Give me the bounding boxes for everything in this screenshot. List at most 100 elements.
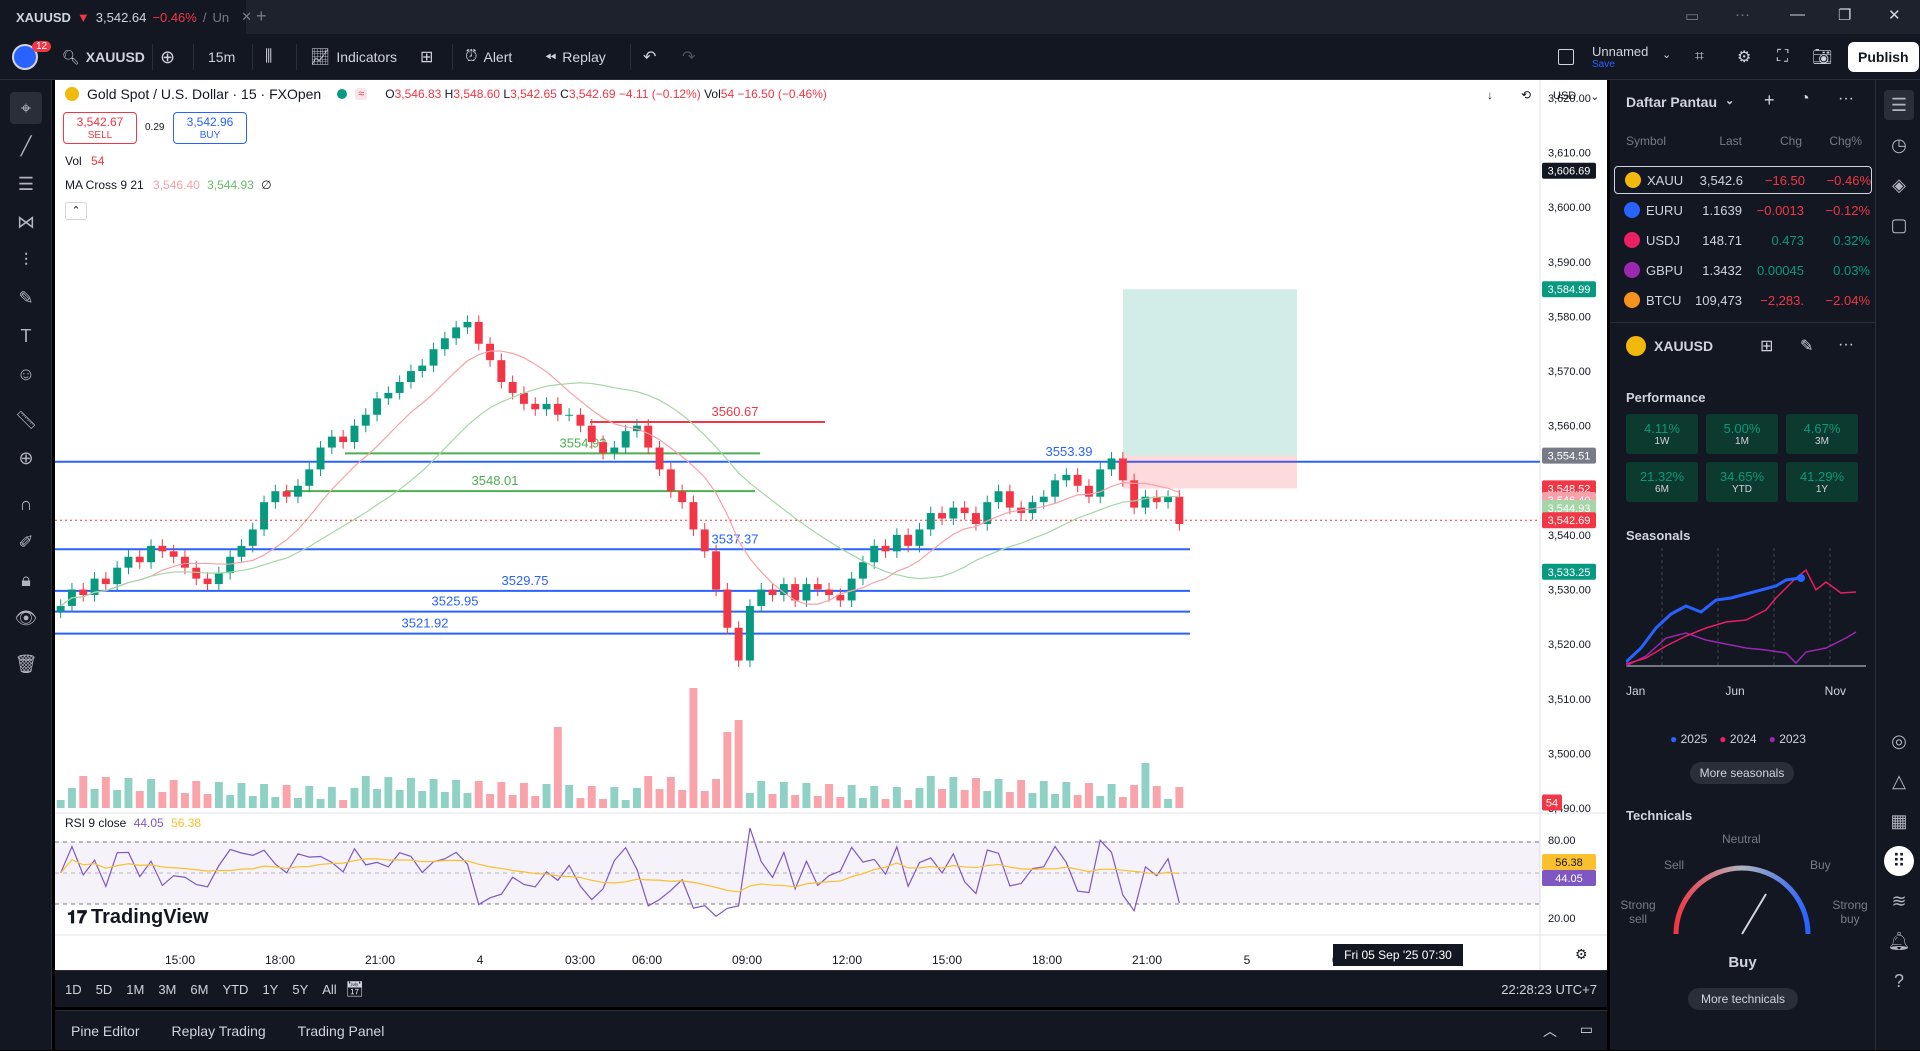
date-range-icon[interactable]: 📅︎ xyxy=(345,981,365,998)
templates-button[interactable]: ⊞ xyxy=(420,34,433,80)
tab-replay-trading[interactable]: Replay Trading xyxy=(171,1023,266,1039)
calendar-rail-button[interactable]: ▦ xyxy=(1884,806,1914,836)
maximize-icon[interactable]: ❐ xyxy=(1838,7,1852,24)
watchlist-title-button[interactable]: Daftar Pantau ⌄ xyxy=(1626,94,1734,110)
magnet-tool[interactable]: ∩ xyxy=(10,488,42,520)
forecast-tool[interactable]: ⫶ xyxy=(10,244,42,276)
pattern-tool[interactable]: ⋈ xyxy=(10,206,42,238)
layers-rail-button[interactable]: ◈ xyxy=(1884,170,1914,200)
tab-pine-editor[interactable]: Pine Editor xyxy=(71,1023,140,1039)
help-rail-button[interactable]: ? xyxy=(1884,966,1914,996)
snapshot-button[interactable]: 📷︎ xyxy=(1812,34,1832,80)
profile-avatar[interactable]: 12 xyxy=(12,34,52,80)
publish-button[interactable]: Publish xyxy=(1848,42,1919,72)
alert-button[interactable]: ⏰︎ Alert xyxy=(465,34,512,80)
clock[interactable]: 22:28:23 UTC+7 xyxy=(1501,982,1597,997)
grid-icon[interactable]: ⊞ xyxy=(1760,338,1774,355)
chevron-up-icon[interactable]: ︿ xyxy=(1543,1023,1557,1039)
redo-button[interactable]: ↷ xyxy=(682,34,695,80)
hide-tool[interactable]: 👁︎ xyxy=(10,602,42,634)
new-tab-icon[interactable]: + xyxy=(256,6,267,26)
minimize-icon[interactable]: — xyxy=(1790,6,1805,23)
watchlist-rail-button[interactable]: ☰ xyxy=(1884,90,1914,120)
chart-settings-icon[interactable]: ⚙︎ xyxy=(1575,946,1588,962)
chat-rail-button[interactable]: ▢ xyxy=(1884,210,1914,240)
edit-icon[interactable]: ✎ xyxy=(1800,338,1814,355)
col-chgpct[interactable]: Chg% xyxy=(1829,134,1862,148)
range-ytd[interactable]: YTD xyxy=(222,982,249,997)
range-5d[interactable]: 5D xyxy=(95,982,113,997)
watchlist-row[interactable]: GBPU 1.3432 0.00045 0.03% xyxy=(1614,256,1872,284)
layout-icon-button[interactable] xyxy=(1558,34,1574,80)
range-6m[interactable]: 6M xyxy=(190,982,209,997)
compare-button[interactable]: ⊕ xyxy=(160,34,175,80)
tab-trading-panel[interactable]: Trading Panel xyxy=(297,1023,385,1039)
reset-icon[interactable]: ⟲ xyxy=(1521,88,1532,102)
currency-select[interactable]: USD ⌄ xyxy=(1547,86,1603,106)
signal-rail-button[interactable]: ≋ xyxy=(1884,886,1914,916)
col-symbol[interactable]: Symbol xyxy=(1626,134,1667,148)
range-3m[interactable]: 3M xyxy=(158,982,177,997)
col-last[interactable]: Last xyxy=(1719,134,1742,148)
price-chart-svg[interactable]: 3,620.00 3,610.00 3,600.00 3,590.00 3,580.00… xyxy=(55,80,1607,970)
replay-button[interactable]: ⏪︎ Replay xyxy=(545,34,606,80)
buy-button[interactable]: 3,542.96 BUY xyxy=(173,112,247,144)
range-1d[interactable]: 1D xyxy=(65,982,82,997)
watchlist-row[interactable]: EURU 1.1639 −0.0013 −0.12% xyxy=(1614,196,1872,224)
zoom-tool[interactable]: ⊕ xyxy=(10,442,42,474)
settings-button[interactable]: ⚙︎ xyxy=(1737,34,1751,80)
trendline-tool[interactable]: ╱ xyxy=(10,130,42,162)
indicators-button[interactable]: 📈︎ Indicators xyxy=(310,34,397,80)
cursor-tool[interactable]: ⌖ xyxy=(10,92,42,124)
sell-button[interactable]: 3,542.67 SELL xyxy=(63,112,137,144)
delete-tool[interactable]: 🗑︎ xyxy=(10,648,42,680)
more-seasonals-button[interactable]: More seasonals xyxy=(1690,762,1794,784)
alerts-rail-button[interactable]: ◷ xyxy=(1884,130,1914,160)
fullscreen-button[interactable]: ⛶ xyxy=(1777,34,1788,80)
watchlist-row[interactable]: BTCU 109,473 −2,283. −2.04% xyxy=(1614,286,1872,314)
seasonals-chart[interactable] xyxy=(1626,548,1866,678)
chart-pane[interactable]: 3,620.00 3,610.00 3,600.00 3,590.00 3,580.00… xyxy=(55,80,1607,970)
more-icon[interactable]: ··· xyxy=(1838,336,1854,353)
col-chg[interactable]: Chg xyxy=(1779,134,1802,148)
volume-legend[interactable]: Vol 54 xyxy=(65,154,104,168)
emoji-tool[interactable]: ☺ xyxy=(10,358,42,390)
more-icon[interactable]: ··· xyxy=(1735,6,1750,23)
apps-rail-button[interactable]: ⠿ xyxy=(1884,846,1914,876)
object-tree-button[interactable]: ⌗ xyxy=(1695,34,1704,80)
series-title[interactable]: Gold Spot / U.S. Dollar · 15 · FXOpen xyxy=(87,86,322,102)
scroll-down-icon[interactable]: ↓ xyxy=(1487,88,1493,102)
text-tool[interactable]: T xyxy=(10,320,42,352)
long-position-stop-zone[interactable] xyxy=(1123,455,1297,489)
long-position-profit-zone[interactable] xyxy=(1123,289,1297,456)
advanced-view-icon[interactable]: ◔ xyxy=(1800,90,1810,107)
watchlist-row[interactable]: XAUU 3,542.6 −16.50 −0.46% xyxy=(1614,166,1872,194)
pyramid-rail-button[interactable]: △ xyxy=(1884,766,1914,796)
range-all[interactable]: All xyxy=(322,982,337,997)
range-1m[interactable]: 1M xyxy=(126,982,145,997)
chart-type-button[interactable]: ⫼ xyxy=(265,34,272,80)
add-symbol-icon[interactable]: + xyxy=(1764,90,1775,110)
interval-button[interactable]: 15m xyxy=(208,34,235,80)
close-tab-icon[interactable]: ✕ xyxy=(241,9,252,24)
watchlist-row[interactable]: USDJ 148.71 0.473 0.32% xyxy=(1614,226,1872,254)
stay-drawing-tool[interactable]: ✐ xyxy=(10,526,42,558)
speedometer-rail-button[interactable]: ◎ xyxy=(1884,726,1914,756)
notifications-rail-button[interactable]: 🔔︎ xyxy=(1884,926,1914,956)
fib-tool[interactable]: ☰ xyxy=(10,168,42,200)
range-5y[interactable]: 5Y xyxy=(292,982,309,997)
chart-tab[interactable]: XAUUSD ▼ 3,542.64 −0.46% / Un ✕ xyxy=(0,0,252,34)
symbol-search-button[interactable]: 🔍︎ XAUUSD xyxy=(62,34,145,80)
lock-tool[interactable]: 🔒︎ xyxy=(10,564,42,596)
collapse-legend-button[interactable]: ⌃ xyxy=(65,202,87,220)
close-window-icon[interactable]: ✕ xyxy=(1888,7,1901,24)
more-icon[interactable]: ··· xyxy=(1838,90,1854,107)
tradingview-watermark[interactable]: 𝟏𝟕 TradingView xyxy=(67,906,208,929)
undo-button[interactable]: ↶ xyxy=(643,34,656,80)
rsi-legend[interactable]: RSI 9 close 44.05 56.38 xyxy=(65,816,201,830)
window-layout-icon[interactable]: ▭ xyxy=(1685,8,1700,25)
range-1y[interactable]: 1Y xyxy=(262,982,279,997)
details-symbol[interactable]: XAUUSD xyxy=(1626,336,1713,356)
more-technicals-button[interactable]: More technicals xyxy=(1688,988,1798,1010)
chevron-down-icon[interactable]: ⌄ xyxy=(1662,49,1672,61)
